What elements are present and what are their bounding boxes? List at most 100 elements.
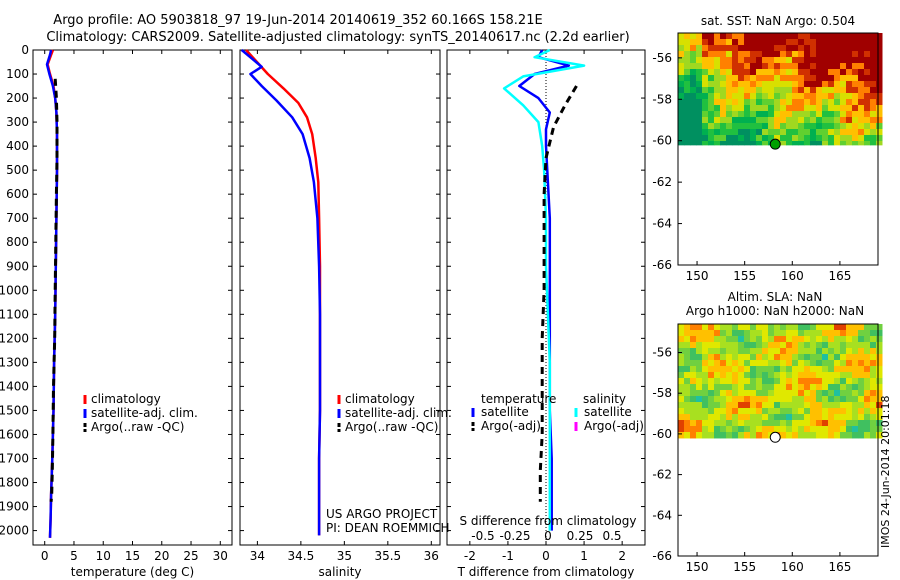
- sst_map-cell: [678, 45, 685, 52]
- sst_map-cell: [768, 135, 775, 142]
- sla_map-cell: [768, 420, 775, 427]
- sla_map-cell: [846, 414, 853, 421]
- sla_map-cell: [744, 336, 751, 343]
- sla_map-cell: [756, 348, 763, 355]
- sst_map-cell: [708, 117, 715, 124]
- sst_map-cell: [876, 51, 883, 58]
- sla_map-cell: [678, 330, 685, 337]
- sst_map-cell: [864, 141, 871, 146]
- sst_map-cell: [792, 135, 799, 142]
- sla_map-cell: [690, 432, 697, 439]
- sst_map-cell: [678, 69, 685, 76]
- sst_map-cell: [732, 51, 739, 58]
- temperature-xtick-label: 10: [96, 549, 111, 563]
- sla_map-cell: [846, 360, 853, 367]
- sla_map-cell: [708, 354, 715, 361]
- sla_map-cell: [774, 420, 781, 427]
- sla_map-cell: [684, 414, 691, 421]
- salinity-xtick-label: 35: [337, 549, 352, 563]
- sst_map-cell: [780, 99, 787, 106]
- sst_map-cell: [732, 141, 739, 146]
- sla_map-cell: [792, 324, 799, 331]
- sst_map-cell: [816, 69, 823, 76]
- sst_map-cell: [810, 93, 817, 100]
- sla_map-cell: [720, 390, 727, 397]
- sst_map-cell: [840, 63, 847, 70]
- sst_map-cell: [678, 105, 685, 112]
- sla_map-cell: [750, 366, 757, 373]
- sla_map-cell: [798, 342, 805, 349]
- sst_map-cell: [762, 75, 769, 82]
- sst_map-cell: [750, 39, 757, 46]
- sst_map-cell: [864, 69, 871, 76]
- sla_map-cell: [732, 336, 739, 343]
- sst_map-cell: [702, 93, 709, 100]
- sla_map-cell: [768, 384, 775, 391]
- sst_map-cell: [846, 87, 853, 94]
- temperature-ytick-label: 700: [6, 211, 29, 225]
- sst_map-cell: [816, 87, 823, 94]
- sst_map-cell: [756, 141, 763, 146]
- sla_map-cell: [762, 324, 769, 331]
- sst_map-cell: [864, 51, 871, 58]
- sst_map-cell: [690, 111, 697, 118]
- sla_map-cell: [810, 342, 817, 349]
- sst_map-cell: [804, 129, 811, 136]
- sst_map-cell: [858, 39, 865, 46]
- sst_map-cell: [804, 63, 811, 70]
- sst_map-cell: [744, 129, 751, 136]
- sla_map-cell: [804, 360, 811, 367]
- sla_map-cell: [840, 390, 847, 397]
- sla_map-cell: [702, 384, 709, 391]
- sst_map-cell: [696, 117, 703, 124]
- sla_map-cell: [726, 354, 733, 361]
- sst_map-cell: [738, 135, 745, 142]
- sst_map-cell: [756, 81, 763, 88]
- sla_map-cell: [708, 414, 715, 421]
- sst_map-cell: [750, 57, 757, 64]
- sst_map-cell: [834, 141, 841, 146]
- sla_map-cell: [810, 396, 817, 403]
- sst_map-cell: [714, 33, 721, 40]
- sst_map-cell: [810, 75, 817, 82]
- sst_map-cell: [756, 105, 763, 112]
- sst_map-cell: [816, 135, 823, 142]
- sst_map-cell: [786, 81, 793, 88]
- sst_map-cell: [840, 93, 847, 100]
- sla_map-cell: [714, 432, 721, 439]
- sst_map-cell: [732, 45, 739, 52]
- sla_map-ytick-label: -62: [652, 468, 672, 482]
- sla_map-cell: [846, 348, 853, 355]
- sla_map-cell: [750, 342, 757, 349]
- sst_map-cell: [720, 57, 727, 64]
- temperature-ytick-label: 1200: [0, 331, 29, 345]
- sst_map-cell: [714, 63, 721, 70]
- sst_map-cell: [768, 105, 775, 112]
- sla_map-cell: [750, 360, 757, 367]
- sla_map-cell: [768, 408, 775, 415]
- sst_map-cell: [798, 81, 805, 88]
- sla_map-ytick-label: -58: [652, 386, 672, 400]
- sla_map-cell: [846, 408, 853, 415]
- sst_map-cell: [762, 45, 769, 52]
- sla_map-xtick-label: 155: [733, 560, 756, 574]
- sla_map-cell: [840, 432, 847, 439]
- sla_map-cell: [804, 408, 811, 415]
- sla_map-cell: [744, 330, 751, 337]
- sst_map-cell: [708, 51, 715, 58]
- sst_map-cell: [708, 81, 715, 88]
- sla_map-cell: [774, 336, 781, 343]
- sla_map-cell: [756, 432, 763, 439]
- sla_map-cell: [792, 414, 799, 421]
- sst_map-cell: [846, 75, 853, 82]
- sst_map-cell: [852, 141, 859, 146]
- difference-xtick-label: 2: [618, 549, 626, 563]
- sla_map-cell: [696, 402, 703, 409]
- sla_map-cell: [690, 396, 697, 403]
- sst_map-cell: [690, 129, 697, 136]
- sst_map-cell: [714, 45, 721, 52]
- sla_map-cell: [738, 426, 745, 433]
- sst_map-cell: [678, 33, 685, 40]
- sst_map-cell: [786, 69, 793, 76]
- sst_map-cell: [702, 51, 709, 58]
